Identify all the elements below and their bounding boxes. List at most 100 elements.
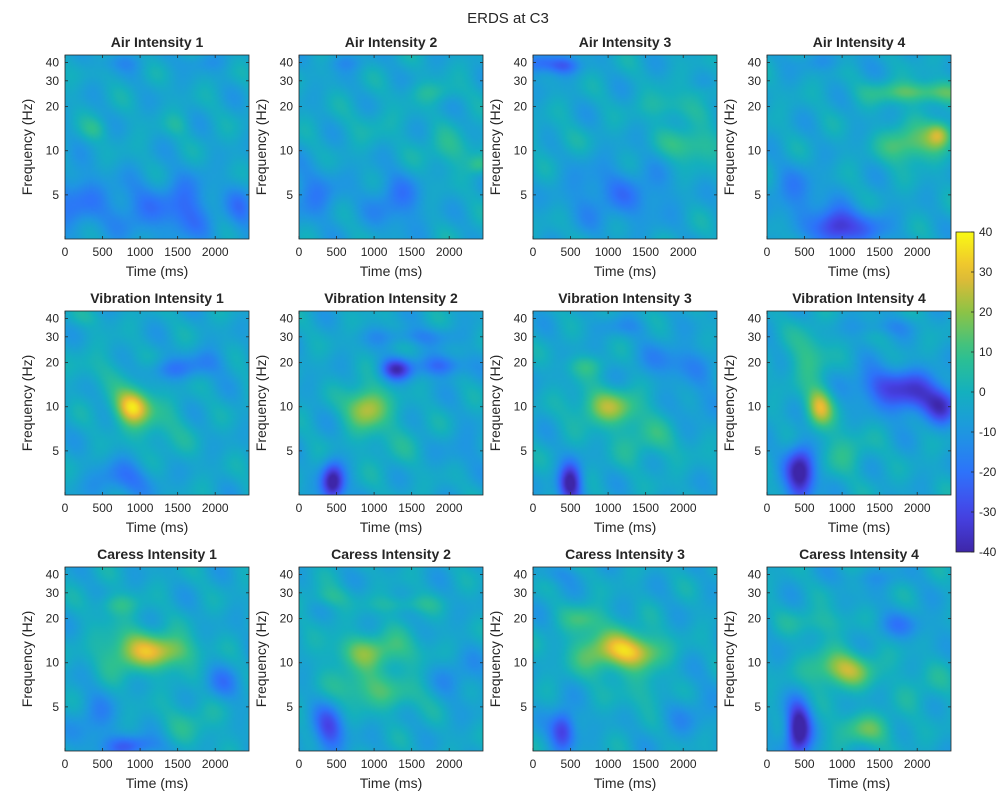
x-tick-label: 500 [327,757,347,771]
y-tick-label: 20 [514,356,528,370]
axes-frame [766,54,952,240]
heatmap-image [533,311,717,495]
panel-title: Air Intensity 2 [345,34,438,50]
y-tick-label: 40 [46,55,60,69]
x-tick-label: 500 [795,501,815,515]
axes-frame [766,310,952,496]
panel-title: Caress Intensity 2 [331,546,451,562]
heatmap-panel: Caress Intensity 2 0 500 1000 1500 2000 5 10 20 3… [253,546,484,791]
y-tick-label: 40 [748,567,762,581]
colorbar: 40 30 20 10 0 -10 -20 -30 -40 [955,225,997,559]
y-tick-label: 40 [280,567,294,581]
panel-title: Caress Intensity 4 [799,546,919,562]
x-tick-label: 1000 [595,757,622,771]
colorbar-tick-label: -20 [979,465,997,479]
heatmap-image [65,55,249,239]
heatmap-panel: Caress Intensity 4 0 500 1000 1500 2000 5 10 20 3… [721,546,952,791]
x-tick-label: 2000 [436,757,463,771]
x-tick-label: 500 [93,245,113,259]
y-tick-label: 30 [514,330,528,344]
x-tick-label: 1000 [127,501,154,515]
x-tick-label: 1000 [361,757,388,771]
y-tick-label: 5 [754,444,761,458]
y-tick-label: 10 [514,144,528,158]
x-tick-label: 1000 [829,757,856,771]
axes-frame [64,54,250,240]
y-tick-label: 5 [520,444,527,458]
x-tick-label: 0 [296,501,303,515]
y-tick-label: 10 [280,400,294,414]
y-tick-label: 5 [754,700,761,714]
y-tick-label: 30 [748,74,762,88]
x-tick-label: 1500 [632,245,659,259]
x-tick-label: 0 [296,245,303,259]
heatmap-image [299,55,483,239]
x-axis-label: Time (ms) [594,263,656,279]
x-tick-label: 1000 [829,245,856,259]
x-tick-label: 1000 [127,245,154,259]
x-axis-label: Time (ms) [126,519,188,535]
x-tick-label: 1500 [398,501,425,515]
y-tick-label: 40 [46,311,60,325]
x-tick-label: 1500 [866,757,893,771]
heatmap-image [65,311,249,495]
x-tick-label: 0 [764,757,771,771]
x-axis-label: Time (ms) [126,775,188,791]
y-axis-label: Frequency (Hz) [19,355,35,451]
x-axis-label: Time (ms) [594,775,656,791]
x-tick-label: 1500 [164,501,191,515]
x-axis-label: Time (ms) [828,263,890,279]
x-tick-label: 2000 [202,501,229,515]
x-tick-label: 2000 [670,757,697,771]
x-tick-label: 1000 [595,245,622,259]
x-axis-label: Time (ms) [828,519,890,535]
axes-frame [766,566,952,752]
panel-title: Vibration Intensity 2 [324,290,458,306]
y-tick-label: 5 [520,700,527,714]
heatmap-panel: Air Intensity 4 0 500 1000 1500 2000 5 10 20 30 40… [721,34,952,279]
heatmap-panel: Vibration Intensity 2 0 500 1000 1500 2000 5 10… [253,290,484,535]
x-tick-label: 0 [62,245,69,259]
panel-title: Air Intensity 1 [111,34,204,50]
heatmap-image [533,55,717,239]
x-tick-label: 500 [93,757,113,771]
y-tick-label: 30 [46,330,60,344]
axes-frame [298,54,484,240]
y-tick-label: 30 [46,74,60,88]
y-axis-label: Frequency (Hz) [253,611,269,707]
y-tick-label: 30 [280,330,294,344]
y-tick-label: 10 [46,400,60,414]
x-tick-label: 500 [795,245,815,259]
colorbar-tick-label: 40 [979,225,993,239]
y-tick-label: 5 [52,700,59,714]
y-tick-label: 5 [286,188,293,202]
x-tick-label: 1000 [361,245,388,259]
x-tick-label: 2000 [436,245,463,259]
x-tick-label: 2000 [202,245,229,259]
colorbar-tick-label: 0 [979,385,986,399]
x-axis-label: Time (ms) [126,263,188,279]
x-axis-label: Time (ms) [360,263,422,279]
panel-title: Air Intensity 4 [813,34,906,50]
y-tick-label: 10 [748,400,762,414]
colorbar-tick-label: -30 [979,505,997,519]
y-tick-label: 5 [52,188,59,202]
x-tick-label: 500 [561,757,581,771]
x-tick-label: 2000 [202,757,229,771]
y-tick-label: 20 [514,612,528,626]
y-axis-label: Frequency (Hz) [487,611,503,707]
y-tick-label: 30 [514,74,528,88]
y-tick-label: 10 [748,656,762,670]
colorbar-tick-label: -10 [979,425,997,439]
y-axis-label: Frequency (Hz) [253,99,269,195]
panel-title: Caress Intensity 1 [97,546,217,562]
y-tick-label: 30 [280,74,294,88]
heatmap-image [767,567,951,751]
y-tick-label: 5 [52,444,59,458]
x-tick-label: 500 [327,245,347,259]
heatmap-image [65,567,249,751]
x-tick-label: 2000 [904,245,931,259]
heatmap-image [299,567,483,751]
heatmap-panel: Vibration Intensity 3 0 500 1000 1500 2000 5 10… [487,290,718,535]
